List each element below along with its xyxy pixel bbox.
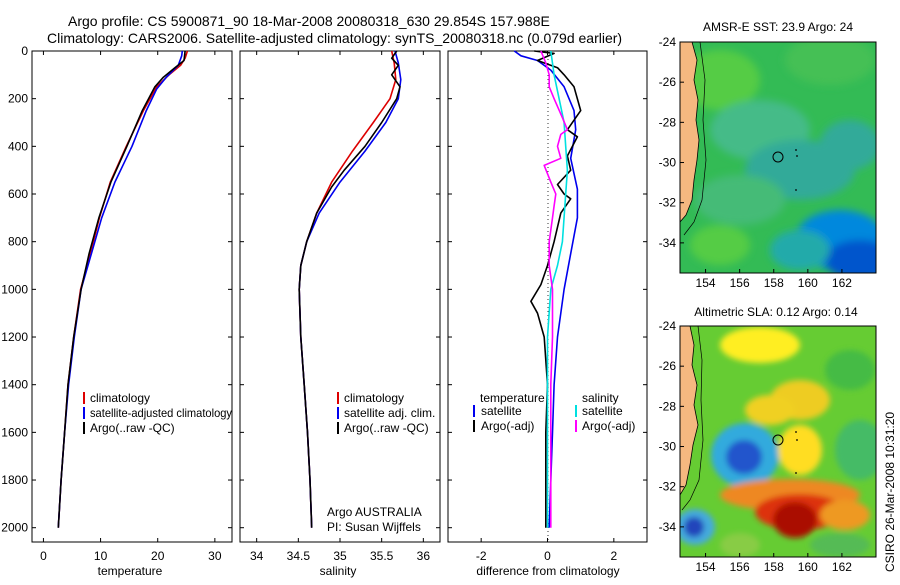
x-tick-label: 20: [151, 549, 165, 563]
argo-float-marker: [772, 151, 784, 163]
map-y-tick-label: -28: [659, 115, 677, 129]
x-tick-label: 10: [94, 549, 108, 563]
series-argo: [57, 50, 186, 528]
figure-title-line2: Climatology: CARS2006. Satellite-adjuste…: [47, 30, 622, 46]
y-tick-label: 600: [8, 187, 28, 201]
legend-temperature-title: temperature: [480, 391, 545, 405]
map-y-tick-label: -28: [659, 399, 677, 413]
temperature-legend: climatology satellite-adjusted climatolo…: [83, 391, 232, 435]
y-tick-label: 1600: [1, 425, 28, 439]
argo-float-marker: [772, 434, 784, 446]
salinity-xlabel: salinity: [320, 564, 357, 578]
map-x-tick-label: 156: [730, 560, 750, 574]
series-salinity-satellite: [546, 50, 569, 528]
legend-argo: Argo(..raw -QC): [90, 421, 175, 435]
x-tick-label: 30: [208, 549, 222, 563]
y-tick-label: 0: [21, 44, 28, 58]
map-y-tick-label: -32: [659, 480, 677, 494]
y-tick-label: 1800: [1, 473, 28, 487]
difference-xlabel: difference from climatology: [476, 564, 619, 578]
csiro-timestamp: CSIRO 26-Mar-2008 10:31:20: [883, 412, 897, 572]
map-x-tick-label: 158: [764, 276, 784, 290]
x-tick-label: 34.5: [287, 549, 311, 563]
temperature-plot: [57, 50, 189, 528]
australia-coast: [680, 326, 699, 496]
map-y-tick-label: -30: [659, 156, 677, 170]
temperature-xlabel: temperature: [98, 564, 163, 578]
x-tick-label: 0: [40, 549, 47, 563]
y-tick-label: 800: [8, 235, 28, 249]
y-tick-label: 1400: [1, 378, 28, 392]
map-x-tick-label: 154: [696, 276, 716, 290]
map-x-tick-label: 160: [798, 560, 818, 574]
series-salinity-argo: [540, 50, 569, 528]
y-tick-label: 2000: [1, 521, 28, 535]
legend-sal-argo: Argo(-adj): [582, 419, 635, 433]
salinity-plot: [298, 50, 402, 528]
map-y-tick-label: -30: [659, 440, 677, 454]
sla-map-title: Altimetric SLA: 0.12 Argo: 0.14: [694, 305, 858, 319]
map-x-tick-label: 158: [764, 560, 784, 574]
x-tick-label: 35.5: [370, 549, 394, 563]
map-x-tick-label: 160: [798, 276, 818, 290]
map-y-tick-label: -34: [659, 236, 677, 250]
australia-coast: [680, 42, 700, 223]
difference-legend: temperature salinity satellite Argo(-adj…: [473, 391, 635, 433]
x-tick-label: 36: [417, 549, 431, 563]
legend-temp-argo: Argo(-adj): [481, 419, 534, 433]
y-tick-label: 400: [8, 139, 28, 153]
sst-map-title: AMSR-E SST: 23.9 Argo: 24: [703, 20, 853, 34]
series-temperature-argo: [530, 50, 582, 528]
y-tick-label: 1000: [1, 282, 28, 296]
y-tick-label: 200: [8, 92, 28, 106]
y-tick-label: 1200: [1, 330, 28, 344]
legend-climatology: climatology: [90, 391, 150, 405]
series-argo: [298, 50, 401, 528]
legend-sal-satellite: satellite: [582, 404, 623, 418]
legend-satellite-adjusted: satellite-adjusted climatology: [90, 406, 232, 420]
x-tick-label: 35: [333, 549, 347, 563]
legend-temp-satellite: satellite: [481, 404, 522, 418]
argo-program-label: Argo AUSTRALIA: [327, 505, 422, 519]
x-tick-label: -2: [476, 549, 487, 563]
sst-map: [680, 42, 876, 273]
map-y-tick-label: -24: [659, 35, 677, 49]
legend-salinity-title: salinity: [582, 391, 619, 405]
legend-climatology: climatology: [344, 391, 404, 405]
map-x-tick-label: 162: [832, 560, 852, 574]
salinity-axes: [239, 50, 441, 543]
principal-investigator-label: PI: Susan Wijffels: [327, 520, 421, 534]
sst-map-ticks: 154 156 158 160 162 -24 -26 -28 -30 -32 -34: [659, 35, 853, 290]
map-x-tick-label: 156: [730, 276, 750, 290]
x-tick-label: 0: [544, 549, 551, 563]
legend-satellite-adj: satellite adj. clim.: [344, 406, 435, 420]
x-tick-label: 2: [610, 549, 617, 563]
x-ticks: 0 10 20 30 34 34.5 35 35.5 36 -2 0 2: [40, 51, 617, 563]
map-x-tick-label: 154: [696, 560, 716, 574]
x-tick-label: 34: [250, 549, 264, 563]
depth-axis: 0 200 400 600 800 1000 1200 1400 1600 1800 2000: [1, 44, 647, 535]
map-y-tick-label: -24: [659, 319, 677, 333]
map-x-tick-label: 162: [832, 276, 852, 290]
legend-argo: Argo(..raw -QC): [344, 421, 429, 435]
map-y-tick-label: -32: [659, 196, 677, 210]
sla-map: [680, 326, 876, 557]
map-y-tick-label: -26: [659, 359, 677, 373]
figure-title-line1: Argo profile: CS 5900871_90 18-Mar-2008 …: [68, 13, 550, 29]
map-y-tick-label: -26: [659, 75, 677, 89]
sla-map-ticks: 154 156 158 160 162 -24 -26 -28 -30 -32 -34: [659, 319, 853, 574]
map-y-tick-label: -34: [659, 520, 677, 534]
difference-plot: [513, 50, 582, 540]
salinity-legend: climatology satellite adj. clim. Argo(..…: [327, 391, 435, 534]
